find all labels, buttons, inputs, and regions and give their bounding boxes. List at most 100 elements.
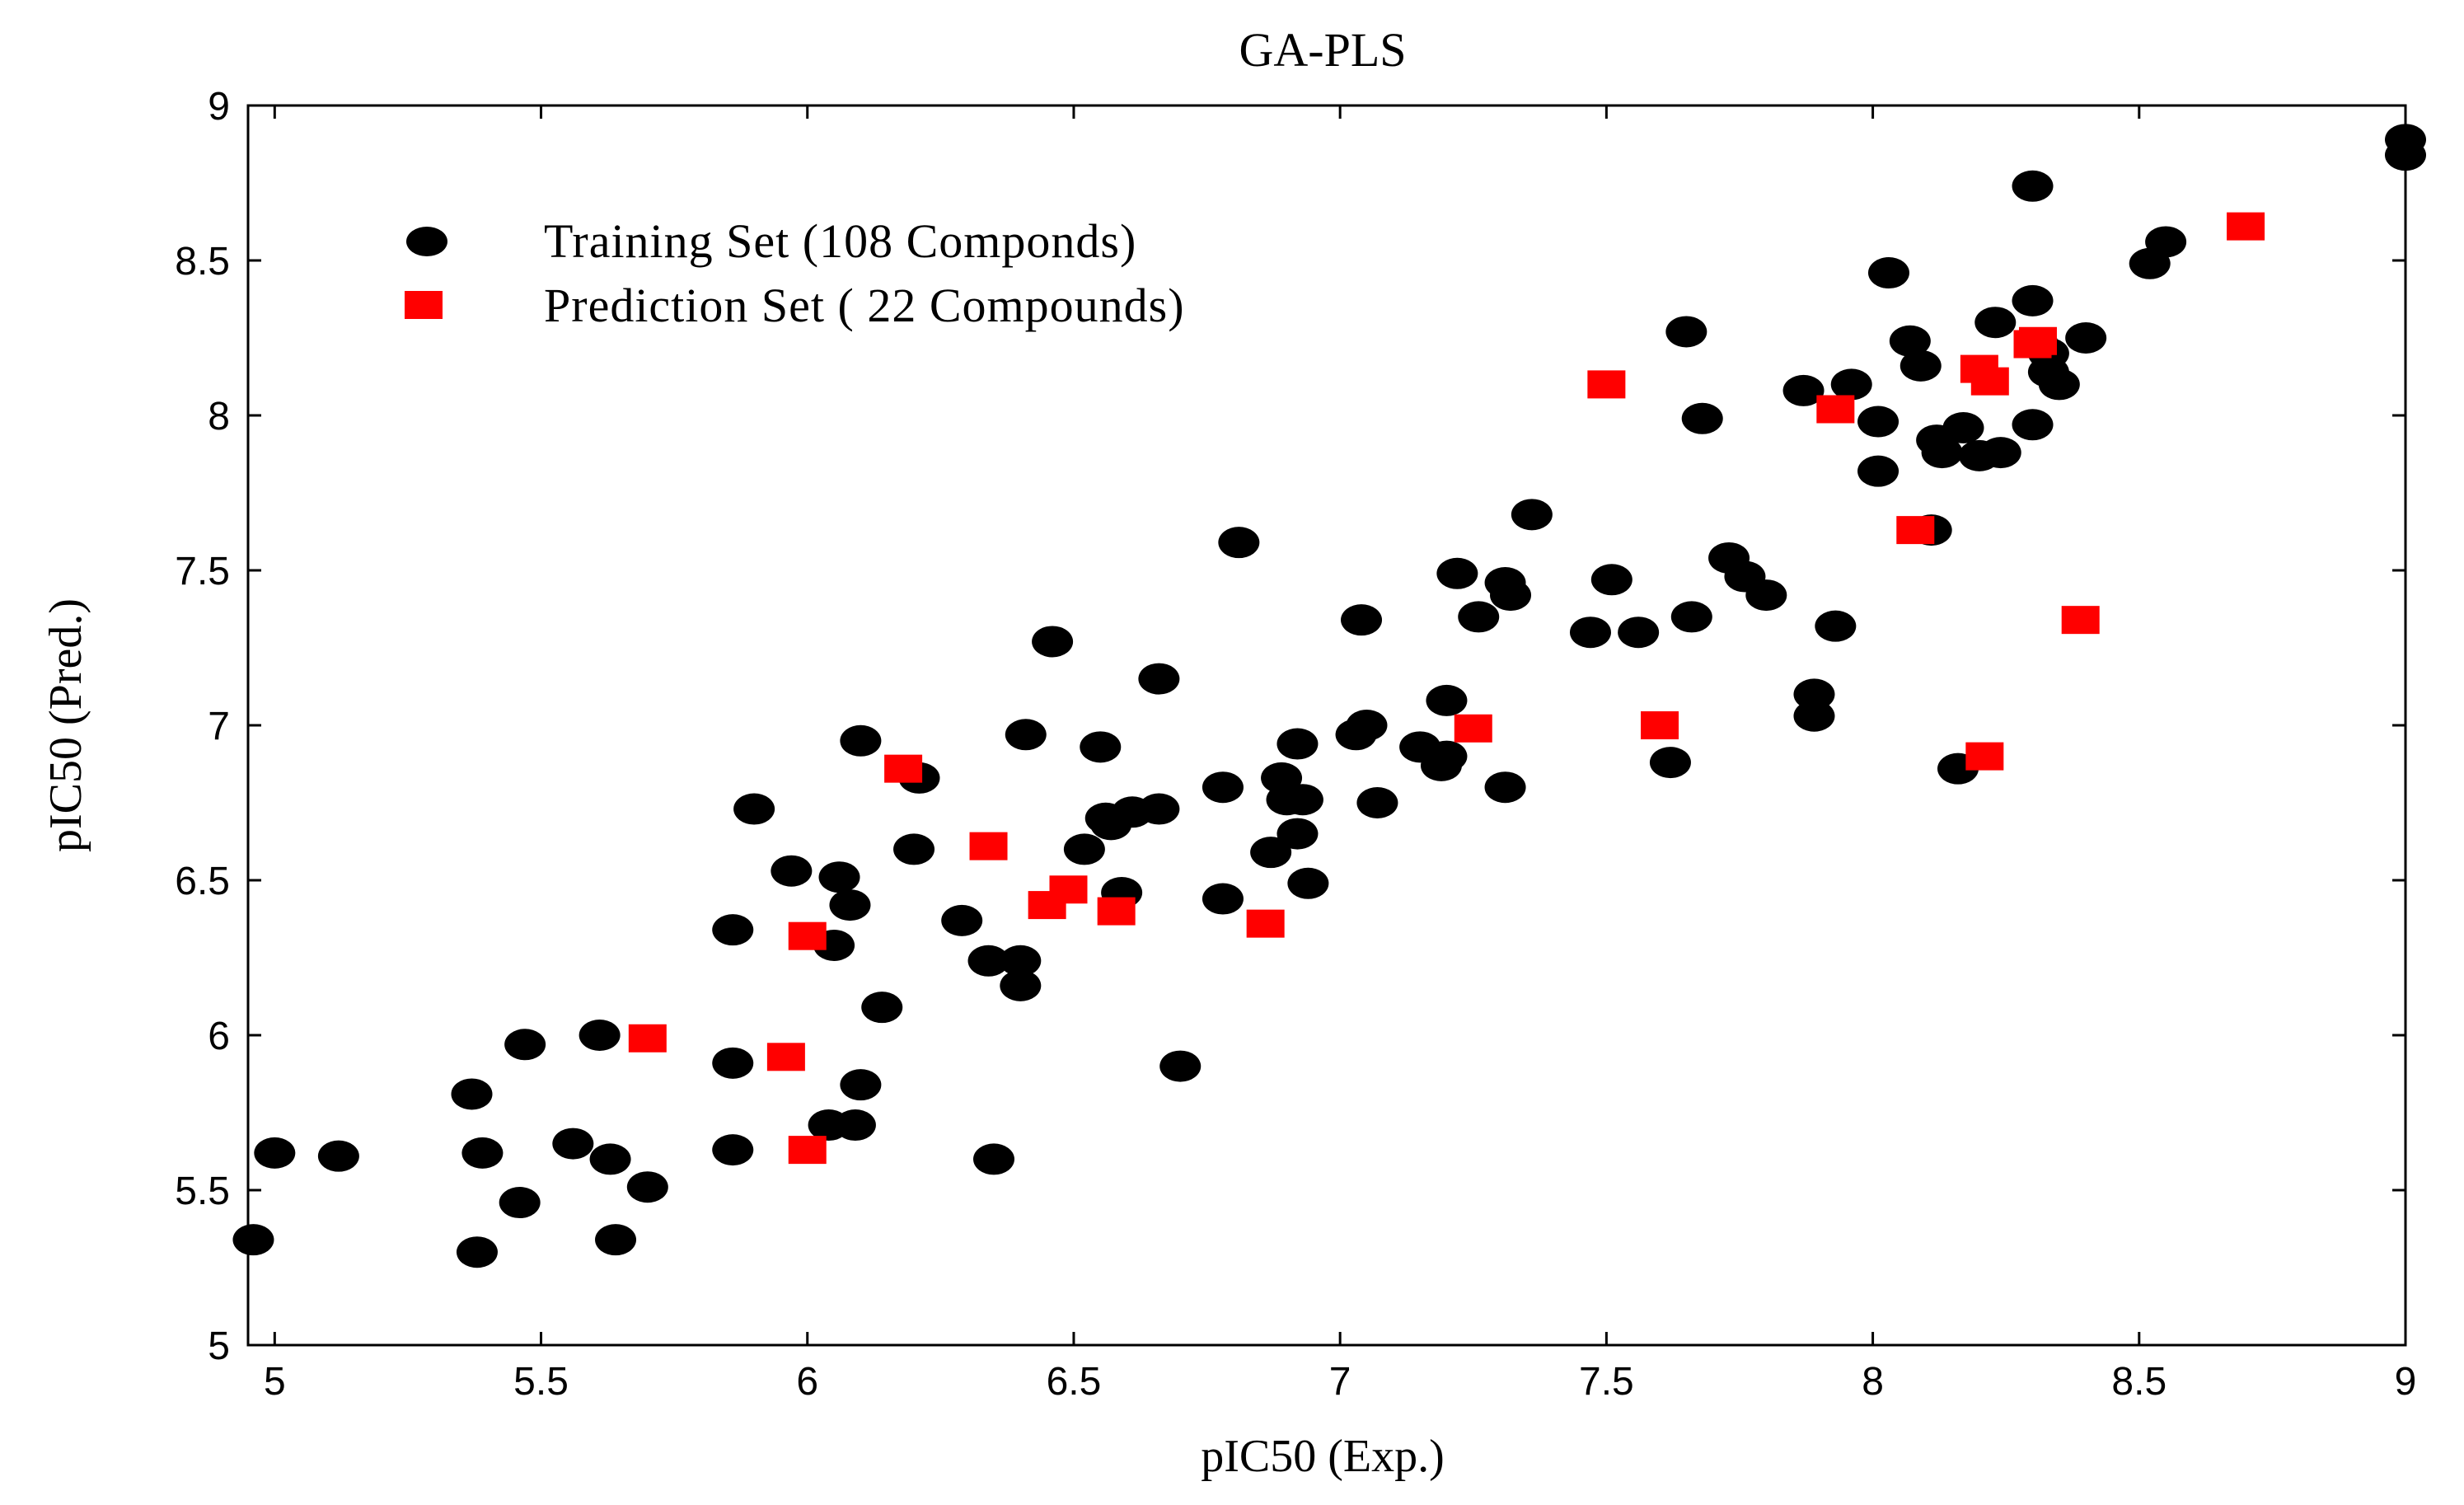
x-tick-label: 8.5 xyxy=(2111,1360,2167,1404)
training-point xyxy=(504,1029,546,1061)
training-point xyxy=(1618,617,1660,649)
training-point xyxy=(1889,325,1931,357)
prediction-point xyxy=(1097,897,1136,926)
prediction-point xyxy=(1816,395,1855,424)
training-point xyxy=(941,904,983,936)
training-point xyxy=(1484,771,1526,804)
training-point xyxy=(317,1140,359,1172)
training-point xyxy=(451,1078,493,1110)
legend-label-training: Training Set (108 Componds) xyxy=(544,214,1136,268)
training-point xyxy=(2145,226,2187,258)
training-point xyxy=(1032,626,1074,658)
y-tick-label: 6 xyxy=(208,1015,230,1058)
training-point xyxy=(1000,969,1042,1001)
training-point xyxy=(1436,557,1478,589)
training-point xyxy=(834,1109,876,1142)
training-point xyxy=(712,914,754,946)
legend-marker-prediction xyxy=(405,291,443,319)
prediction-point xyxy=(1049,875,1088,904)
chart-title: GA-PLS xyxy=(1239,23,1406,77)
prediction-point xyxy=(2061,606,2100,635)
training-point xyxy=(1649,747,1691,779)
training-point xyxy=(1857,406,1900,438)
prediction-point xyxy=(2018,326,2057,355)
training-point xyxy=(499,1187,541,1219)
legend-label-prediction: Prediction Set ( 22 Compounds) xyxy=(544,279,1185,332)
training-point xyxy=(1490,579,1532,612)
y-tick-label: 7.5 xyxy=(175,550,230,593)
training-point xyxy=(254,1137,296,1169)
training-point xyxy=(829,889,871,921)
training-point xyxy=(1670,601,1712,633)
training-point xyxy=(589,1143,631,1175)
prediction-point xyxy=(788,921,827,950)
x-tick-label: 9 xyxy=(2395,1360,2417,1404)
training-point xyxy=(1979,437,2021,469)
training-point xyxy=(1138,793,1180,825)
x-tick-label: 8 xyxy=(1862,1360,1884,1404)
training-point xyxy=(712,1134,754,1166)
training-point xyxy=(1900,349,1942,382)
training-point xyxy=(1458,601,1500,633)
training-point xyxy=(1063,833,1105,865)
prediction-point xyxy=(1454,714,1492,743)
training-point xyxy=(1569,617,1611,649)
training-point xyxy=(1830,368,1872,401)
training-point xyxy=(818,861,860,893)
training-point xyxy=(1287,867,1329,899)
training-point xyxy=(2065,322,2107,354)
training-point xyxy=(733,793,775,825)
training-point xyxy=(1511,499,1553,531)
x-axis-label: pIC50 (Exp.) xyxy=(1201,1431,1445,1482)
x-tick-label: 7 xyxy=(1329,1360,1351,1404)
prediction-point xyxy=(884,754,923,783)
prediction-point xyxy=(1246,909,1285,938)
y-axis-label: pIC50 (Pred.) xyxy=(40,598,91,852)
training-point xyxy=(1867,257,1909,289)
training-point xyxy=(595,1224,637,1256)
training-point xyxy=(1745,579,1787,612)
training-point xyxy=(1090,809,1132,841)
prediction-point xyxy=(1965,742,2004,771)
training-point xyxy=(1356,787,1398,818)
x-tick-label: 5 xyxy=(264,1360,286,1404)
training-point xyxy=(1202,771,1244,804)
training-point xyxy=(972,1143,1014,1175)
x-tick-label: 5.5 xyxy=(513,1360,569,1404)
training-point xyxy=(1782,374,1825,406)
training-point xyxy=(1665,316,1707,348)
training-point xyxy=(1974,307,2017,339)
training-point xyxy=(1202,883,1244,915)
training-point xyxy=(2012,284,2054,316)
x-tick-label: 6.5 xyxy=(1047,1360,1102,1404)
training-point xyxy=(893,833,935,865)
training-point xyxy=(1426,684,1468,716)
y-tick-label: 5.5 xyxy=(175,1170,230,1213)
training-point xyxy=(2012,409,2054,441)
training-point xyxy=(1159,1050,1202,1082)
prediction-point xyxy=(1896,516,1935,545)
legend-marker-training xyxy=(406,227,447,256)
training-point xyxy=(1080,731,1122,763)
training-point xyxy=(1681,402,1723,434)
training-point xyxy=(1250,837,1292,869)
training-point xyxy=(771,855,813,887)
prediction-point xyxy=(788,1136,827,1165)
training-point xyxy=(461,1137,504,1169)
training-point xyxy=(626,1171,668,1203)
training-point xyxy=(840,1069,882,1101)
plot-points xyxy=(232,124,2426,1268)
training-point xyxy=(1277,818,1319,850)
y-tick-label: 7 xyxy=(208,705,230,748)
training-point xyxy=(1218,527,1260,559)
training-point xyxy=(579,1020,621,1051)
training-point xyxy=(840,724,882,757)
prediction-point xyxy=(2227,212,2265,241)
training-point xyxy=(2038,368,2080,401)
prediction-point xyxy=(1641,711,1679,739)
y-tick-label: 8.5 xyxy=(175,240,230,284)
prediction-point xyxy=(1587,370,1626,399)
training-point xyxy=(2012,170,2054,202)
training-point xyxy=(1341,604,1383,636)
